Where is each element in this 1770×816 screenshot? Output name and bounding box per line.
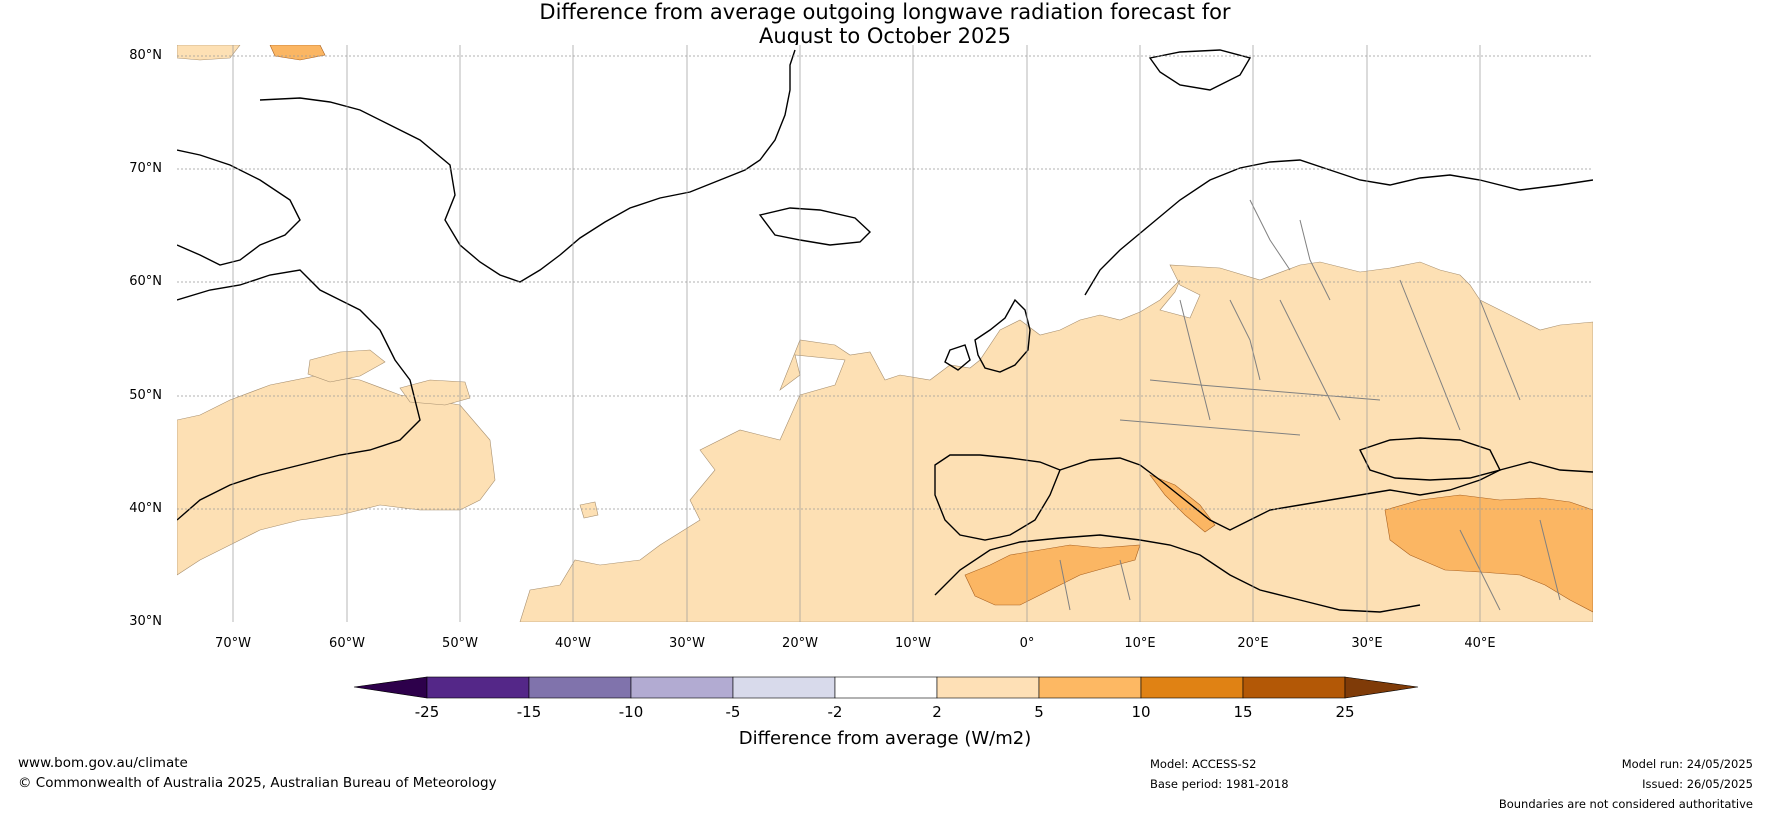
colorbar-segment-minus25-minus15 — [426, 676, 530, 699]
lon-label-20e: 20°E — [1237, 636, 1269, 651]
anomaly-region-italy — [1149, 474, 1216, 533]
lon-label-70w: 70°W — [215, 636, 251, 651]
colorbar — [353, 676, 1419, 699]
lon-label-10e: 10°E — [1124, 636, 1156, 651]
coastline-labrador — [177, 269, 421, 521]
footer-issued: Issued: 26/05/2025 — [1642, 777, 1753, 791]
colorbar-segment-minus5-minus2 — [732, 676, 836, 699]
coastline-north-africa — [934, 534, 1421, 613]
colorbar-segment-below-minus25 — [353, 676, 428, 699]
coastline-baffin — [177, 149, 301, 266]
lon-label-60w: 60°W — [329, 636, 365, 651]
colorbar-tick-minus25: -25 — [414, 703, 440, 721]
lon-label-30e: 30°E — [1351, 636, 1383, 651]
coastline-scandinavia — [1084, 159, 1593, 296]
coastline-mediterranean-north — [1059, 457, 1593, 531]
coastline-black-sea — [1359, 437, 1502, 481]
lon-label-40w: 40°W — [555, 636, 591, 651]
colorbar-tick-minus5: -5 — [725, 703, 741, 721]
lon-label-0: 0° — [1019, 636, 1035, 651]
colorbar-segment-15-25 — [1242, 676, 1346, 699]
anomaly-region-greenland-fringe — [269, 45, 326, 61]
colorbar-tick-minus10: -10 — [618, 703, 644, 721]
coastline-iberia — [934, 454, 1061, 541]
lat-label-40n: 40°N — [129, 501, 162, 516]
chart-title: Difference from average outgoing longwav… — [0, 0, 1770, 48]
lon-label-40e: 40°E — [1464, 636, 1496, 651]
anomaly-region-arctic-fringe — [177, 45, 241, 61]
lat-label-30n: 30°N — [129, 614, 162, 629]
colorbar-segment-2-5 — [936, 676, 1040, 699]
lat-label-80n: 80°N — [129, 48, 162, 63]
lon-label-50w: 50°W — [442, 636, 478, 651]
lon-label-10w: 10°W — [895, 636, 931, 651]
footer-disclaimer: Boundaries are not considered authoritat… — [1498, 797, 1753, 811]
footer-base-period: Base period: 1981-2018 — [1150, 777, 1289, 791]
colorbar-tick-15: 15 — [1233, 703, 1253, 721]
anomaly-region-europe-atlantic — [519, 261, 1593, 622]
coastline-greenland — [259, 49, 796, 283]
footer-model-run: Model run: 24/05/2025 — [1621, 757, 1753, 771]
coastline-british-isles — [944, 298, 1031, 373]
colorbar-segment-minus10-minus5 — [630, 676, 734, 699]
lon-label-20w: 20°W — [782, 636, 818, 651]
colorbar-tick-minus15: -15 — [516, 703, 542, 721]
colorbar-segment-10-15 — [1140, 676, 1244, 699]
coastline-iceland — [758, 207, 872, 246]
colorbar-segment-5-10 — [1038, 676, 1142, 699]
anomaly-region-labrador — [307, 349, 386, 383]
footer-copyright: © Commonwealth of Australia 2025, Austra… — [18, 775, 497, 791]
title-line-2: August to October 2025 — [758, 24, 1012, 48]
lat-label-60n: 60°N — [129, 274, 162, 289]
colorbar-segment-minus2-2 — [834, 676, 938, 699]
anomaly-region-north-africa — [964, 544, 1141, 606]
colorbar-tick-minus2: -2 — [827, 703, 843, 721]
colorbar-segment-above-25 — [1344, 676, 1419, 699]
colorbar-tick-5: 5 — [1034, 703, 1044, 721]
anomaly-region-small-1 — [579, 501, 599, 519]
colorbar-tick-25: 25 — [1335, 703, 1355, 721]
colorbar-tick-10: 10 — [1131, 703, 1151, 721]
anomaly-region-nova-scotia — [399, 379, 471, 406]
footer-url: www.bom.gov.au/climate — [18, 755, 188, 771]
country-borders — [1059, 199, 1561, 611]
coastline-svalbard — [1148, 49, 1252, 91]
lon-label-30w: 30°W — [669, 636, 705, 651]
gridlines — [177, 45, 1593, 622]
lat-label-50n: 50°N — [129, 388, 162, 403]
lat-label-70n: 70°N — [129, 161, 162, 176]
footer-model: Model: ACCESS-S2 — [1150, 757, 1257, 771]
colorbar-tick-2: 2 — [932, 703, 942, 721]
colorbar-segment-minus15-minus10 — [528, 676, 632, 699]
colorbar-label: Difference from average (W/m2) — [738, 728, 1032, 749]
title-line-1: Difference from average outgoing longwav… — [539, 0, 1231, 24]
